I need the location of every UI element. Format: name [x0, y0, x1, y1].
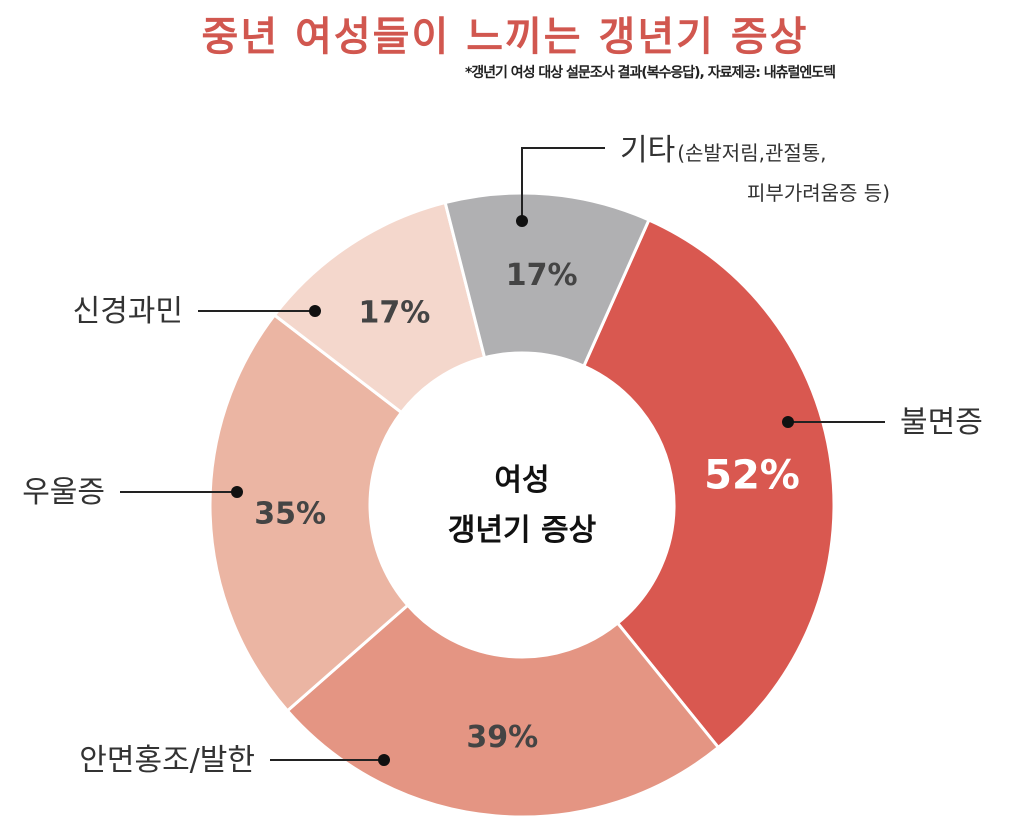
leader-line-4 [521, 147, 605, 221]
center-label-line-1: 갱년기 증상 [448, 513, 597, 548]
slice-category-label-3: 신경과민 [73, 294, 183, 329]
slice-category-label-2: 우울증 [22, 475, 105, 510]
slice-category-note-4-1: 피부가려움증 등) [747, 181, 890, 205]
chart-subtitle: *갱년기 여성 대상 설문조사 결과(복수응답), 자료제공: 내츄럴엔도텍 [464, 65, 836, 81]
slice-value-label-0: 52% [704, 453, 800, 499]
slice-1 [285, 603, 721, 819]
slice-category-label-4: 기타 (손발저림,관절통, [620, 133, 827, 168]
slice-2 [208, 312, 410, 713]
leader-dot-3 [309, 305, 321, 317]
slice-category-note-4-0: (손발저림,관절통, [677, 141, 826, 165]
leader-lines [120, 147, 885, 766]
slice-category-label-1: 안면홍조/발한 [79, 743, 255, 778]
slice-4 [443, 191, 651, 369]
slice-value-label-2: 35% [254, 497, 326, 532]
donut-slices [208, 191, 836, 819]
slice-value-label-4: 17% [506, 258, 578, 293]
donut-hole [371, 354, 673, 656]
chart-title: 중년 여성들이 느끼는 갱년기 증상 [201, 14, 809, 60]
slice-value-label-3: 17% [358, 295, 430, 330]
leader-dot-4 [516, 215, 528, 227]
leader-dot-2 [231, 486, 243, 498]
leader-dot-0 [782, 416, 794, 428]
slice-value-label-1: 39% [466, 720, 538, 755]
leader-dot-1 [378, 754, 390, 766]
slice-3 [272, 200, 487, 415]
slice-0 [581, 217, 836, 750]
center-label-line-0: 여성 [494, 463, 549, 498]
slice-category-label-0: 불면증 [900, 405, 983, 440]
